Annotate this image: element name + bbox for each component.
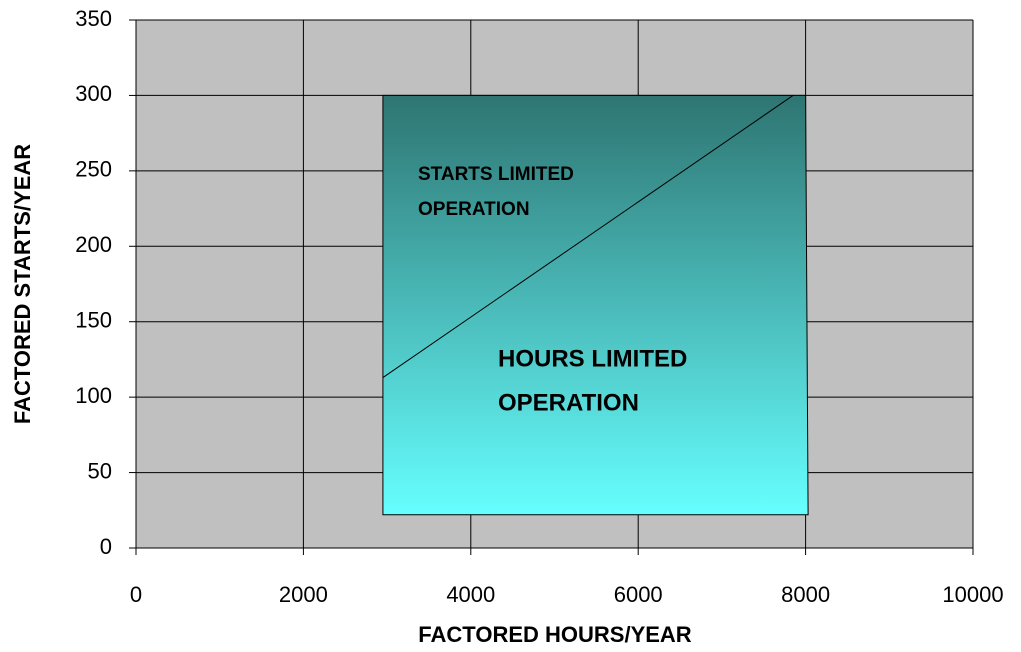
y-tick-label: 200	[75, 232, 112, 257]
boundary-line	[382, 95, 794, 378]
annotation: OPERATION	[418, 199, 530, 220]
annotation: STARTS LIMITED	[418, 164, 574, 185]
y-tick-label: 150	[75, 308, 112, 333]
y-axis-title: FACTORED STARTS/YEAR	[10, 144, 35, 424]
x-axis-title: FACTORED HOURS/YEAR	[418, 622, 692, 647]
y-tick-label: 100	[75, 383, 112, 408]
annotation: HOURS LIMITED	[498, 345, 687, 372]
x-tick-label: 2000	[279, 582, 328, 607]
annotation: OPERATION	[498, 389, 639, 416]
operating-region	[382, 94, 809, 516]
x-tick-label: 6000	[614, 582, 663, 607]
y-tick-label: 300	[75, 81, 112, 106]
x-tick-label: 0	[130, 582, 142, 607]
y-tick-label: 350	[75, 6, 112, 31]
x-tick-label: 8000	[781, 582, 830, 607]
x-tick-label: 4000	[446, 582, 495, 607]
y-tick-label: 0	[100, 534, 112, 559]
x-tick-label: 10000	[942, 582, 1003, 607]
y-tick-label: 250	[75, 157, 112, 182]
y-tick-label: 50	[88, 458, 112, 483]
